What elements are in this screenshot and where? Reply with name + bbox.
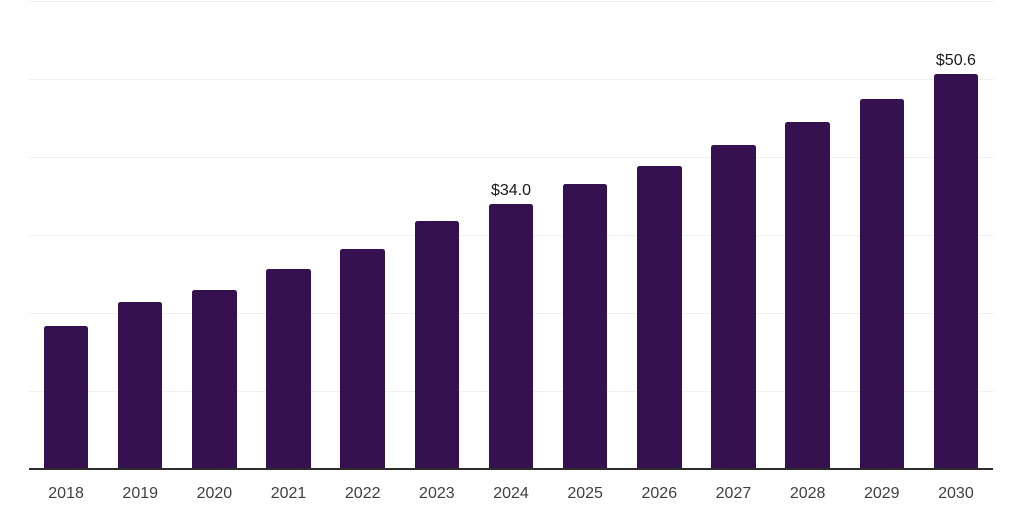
bar-2029: [859, 99, 905, 470]
bar-2026: [637, 166, 682, 470]
bar-2023: [414, 221, 460, 470]
bar-2021: [266, 268, 311, 470]
bar-2030: [933, 74, 979, 470]
gridline-40: [29, 157, 994, 159]
x-tick-label-2022: 2022: [344, 485, 381, 502]
value-label-2030: $50.6: [935, 52, 976, 70]
x-tick-label-2025: 2025: [567, 485, 603, 502]
bar-2022: [340, 249, 385, 470]
bar-2025: [562, 184, 608, 470]
x-tick-label-2023: 2023: [419, 485, 455, 502]
x-tick-label-2019: 2019: [122, 485, 159, 502]
x-tick-label-2021: 2021: [270, 485, 307, 502]
bar-2028: [785, 121, 830, 470]
x-axis-line: [29, 468, 993, 470]
value-label-2024: $34.0: [490, 181, 532, 199]
x-tick-label-2028: 2028: [789, 485, 826, 502]
x-tick-label-2026: 2026: [641, 485, 678, 502]
bar-2020: [192, 289, 237, 470]
gridline-60: [29, 0, 994, 2]
bar-2019: [117, 301, 163, 470]
x-tick-label-2029: 2029: [863, 485, 900, 502]
x-tick-label-2027: 2027: [715, 485, 752, 502]
x-tick-label-2024: 2024: [493, 485, 529, 502]
bar-2024: [488, 203, 534, 470]
bar-2027: [711, 144, 756, 470]
gridline-50: [29, 79, 994, 80]
x-tick-label-2020: 2020: [196, 485, 233, 502]
x-tick-label-2018: 2018: [48, 485, 84, 502]
bar-2018: [43, 325, 89, 470]
x-tick-label-2030: 2030: [938, 485, 974, 502]
